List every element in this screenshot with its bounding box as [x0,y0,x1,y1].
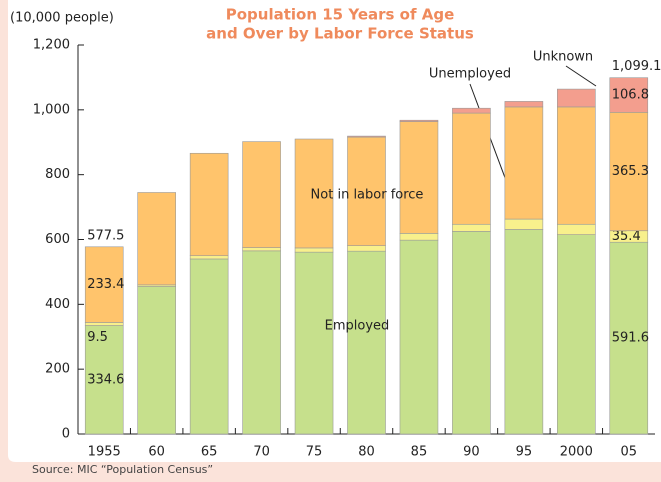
bar-segment [347,245,386,252]
data-label: 365.3 [612,164,649,179]
bar-segment [452,231,491,435]
series-label: Employed [325,319,390,334]
leader-line [565,65,597,87]
y-tick-label: 400 [45,297,70,312]
bar-segment [452,112,491,225]
x-tick-label: 80 [358,445,375,460]
x-tick-label: 60 [148,445,165,460]
bar-segment [557,234,596,435]
source: Source: MIC “Population Census” [32,463,213,476]
data-label: 334.6 [87,372,124,387]
x-tick-label: 90 [463,445,480,460]
bar-segment [452,107,491,114]
bar-segment [84,325,124,435]
bar-segment [609,112,649,232]
data-label: 9.5 [87,330,108,345]
bar-segment [347,250,386,435]
total-label: 1,099.1 [612,59,661,74]
y-tick-label: 1,000 [33,102,70,117]
data-label: 233.4 [87,277,124,292]
bar-segment [294,251,334,435]
bar-segment [84,246,124,323]
bar-segment [399,121,439,234]
bar-segment [137,192,176,286]
bar-segment [242,247,281,252]
bar-segment [189,255,229,260]
bar-segment [294,138,334,249]
x-tick-label: 1955 [88,445,121,460]
bar-segment [504,218,544,230]
series-label: Unemployed [429,67,511,82]
bar-segment [399,233,439,241]
bar-segment [399,119,439,122]
bar-segment [609,77,649,113]
bar-segment [347,136,386,246]
bar-segment [452,223,491,232]
series-label: Unknown [533,50,593,65]
y-tick-label: 600 [45,232,70,247]
bar-segment [504,106,544,220]
bar-segment [504,101,544,108]
bar-segment [189,258,229,435]
y-tick-label: 200 [45,362,70,377]
x-tick-label: 2000 [560,445,593,460]
bar-segment [294,247,334,253]
x-tick-label: 75 [306,445,323,460]
bar-segment [242,250,281,435]
data-label: 106.8 [612,88,649,103]
bar-segment [504,229,544,435]
total-label: 577.5 [87,228,124,243]
bar-segment [84,322,124,326]
chart-title: Population 15 Years of Age [226,6,455,24]
chart-title: and Over by Labor Force Status [206,25,474,43]
bar-segment [242,141,281,248]
x-tick-label: 95 [516,445,533,460]
bar-segment [557,106,596,225]
x-tick-label: 70 [253,445,270,460]
bar-segment [189,152,229,257]
y-tick-label: 1,200 [33,38,70,53]
y-tick-label: 0 [62,427,70,442]
y-axis-label: (10,000 people) [10,11,114,26]
x-tick-label: 05 [620,445,637,460]
x-tick-label: 85 [411,445,428,460]
data-label: 35.4 [612,229,641,244]
x-tick-label: 65 [201,445,218,460]
bar-segment [137,286,176,435]
data-label: 591.6 [612,331,649,346]
bar-segment [557,88,596,108]
y-tick-label: 800 [45,167,70,182]
bar-segment [399,239,439,435]
series-label: Not in labor force [311,188,424,203]
bar-segment [347,135,386,138]
bar-segment [557,223,596,235]
